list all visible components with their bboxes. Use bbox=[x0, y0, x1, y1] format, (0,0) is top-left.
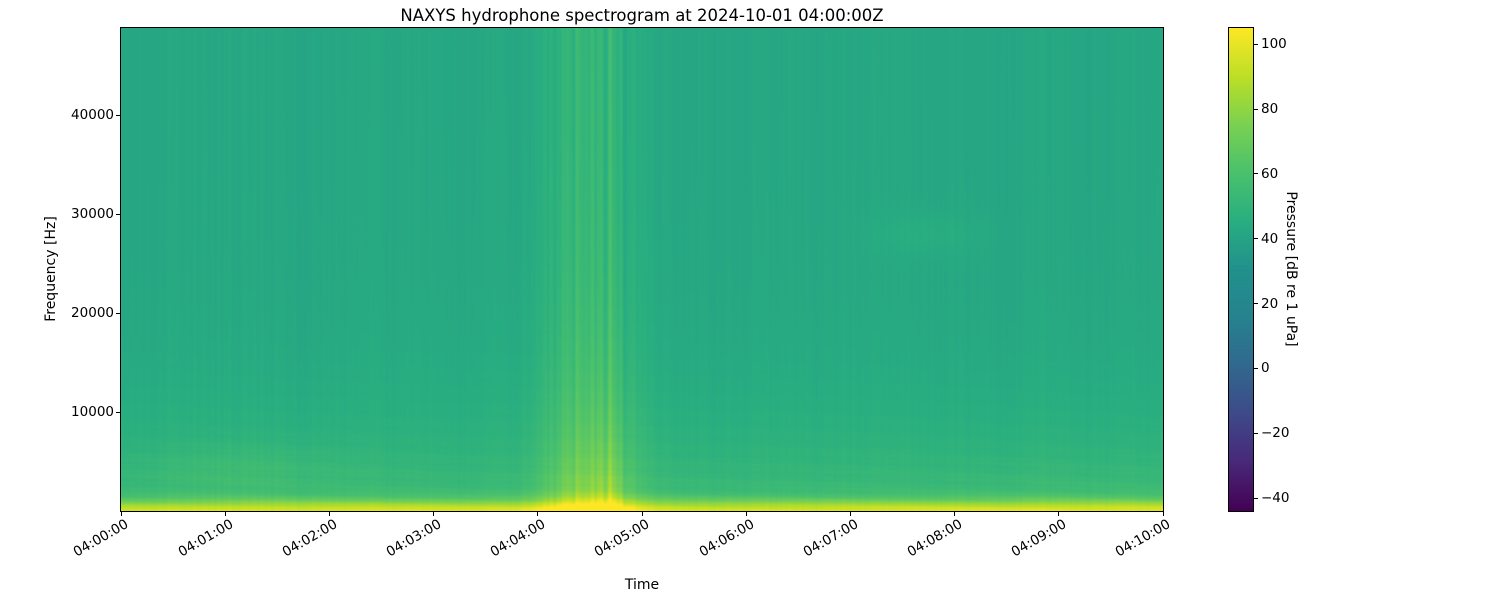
colorbar-tick-mark bbox=[1254, 367, 1258, 369]
x-tick-mark bbox=[954, 512, 956, 516]
x-axis-label: Time bbox=[624, 577, 660, 593]
colorbar-tick-label: −40 bbox=[1261, 490, 1290, 507]
x-tick-mark bbox=[224, 512, 226, 516]
chart-title: NAXYS hydrophone spectrogram at 2024-10-… bbox=[400, 6, 884, 25]
y-tick-mark bbox=[116, 213, 120, 215]
spectrogram-heatmap bbox=[121, 28, 1163, 511]
plot-area bbox=[120, 27, 1164, 512]
x-tick-label: 04:07:00 bbox=[800, 516, 861, 561]
x-tick-mark bbox=[328, 512, 330, 516]
y-tick-label: 40000 bbox=[71, 107, 114, 124]
y-tick-mark bbox=[116, 312, 120, 314]
colorbar-tick-mark bbox=[1254, 43, 1258, 45]
colorbar-tick-mark bbox=[1254, 238, 1258, 240]
colorbar-tick-label: −20 bbox=[1261, 425, 1290, 442]
x-tick-mark bbox=[1162, 512, 1164, 516]
colorbar-tick-label: 100 bbox=[1261, 36, 1287, 53]
x-tick-mark bbox=[849, 512, 851, 516]
colorbar-tick-mark bbox=[1254, 173, 1258, 175]
x-tick-label: 04:05:00 bbox=[591, 516, 653, 561]
colorbar-gradient bbox=[1229, 28, 1253, 511]
colorbar-tick-mark bbox=[1254, 432, 1258, 434]
colorbar-tick-label: 0 bbox=[1261, 360, 1270, 377]
x-tick-mark bbox=[537, 512, 539, 516]
x-tick-label: 04:10:00 bbox=[1112, 516, 1174, 561]
x-tick-label: 04:04:00 bbox=[487, 516, 549, 561]
colorbar-tick-mark bbox=[1254, 108, 1258, 110]
x-tick-mark bbox=[433, 512, 435, 516]
colorbar-tick-label: 60 bbox=[1261, 165, 1279, 182]
x-tick-label: 04:03:00 bbox=[383, 516, 445, 561]
x-tick-mark bbox=[1058, 512, 1060, 516]
y-tick-mark bbox=[116, 114, 120, 116]
x-tick-mark bbox=[641, 512, 643, 516]
y-axis-label: Frequency [Hz] bbox=[43, 216, 59, 322]
colorbar-tick-label: 80 bbox=[1261, 101, 1279, 118]
colorbar-tick-mark bbox=[1254, 497, 1258, 499]
x-tick-label: 04:01:00 bbox=[175, 516, 236, 561]
colorbar-tick-label: 40 bbox=[1261, 230, 1279, 247]
x-tick-mark bbox=[120, 512, 122, 516]
colorbar bbox=[1228, 27, 1254, 512]
y-tick-label: 30000 bbox=[71, 206, 114, 223]
colorbar-tick-mark bbox=[1254, 303, 1258, 305]
x-tick-label: 04:00:00 bbox=[70, 516, 132, 561]
x-tick-label: 04:06:00 bbox=[696, 516, 757, 561]
y-tick-label: 20000 bbox=[71, 305, 114, 322]
x-tick-mark bbox=[745, 512, 747, 516]
colorbar-label: Pressure [dB re 1 uPa] bbox=[1283, 191, 1299, 347]
x-tick-label: 04:02:00 bbox=[279, 516, 340, 561]
x-tick-label: 04:09:00 bbox=[1008, 516, 1070, 561]
colorbar-tick-label: 20 bbox=[1261, 295, 1279, 312]
y-tick-label: 10000 bbox=[71, 404, 114, 421]
x-tick-label: 04:08:00 bbox=[904, 516, 966, 561]
y-tick-mark bbox=[116, 411, 120, 413]
